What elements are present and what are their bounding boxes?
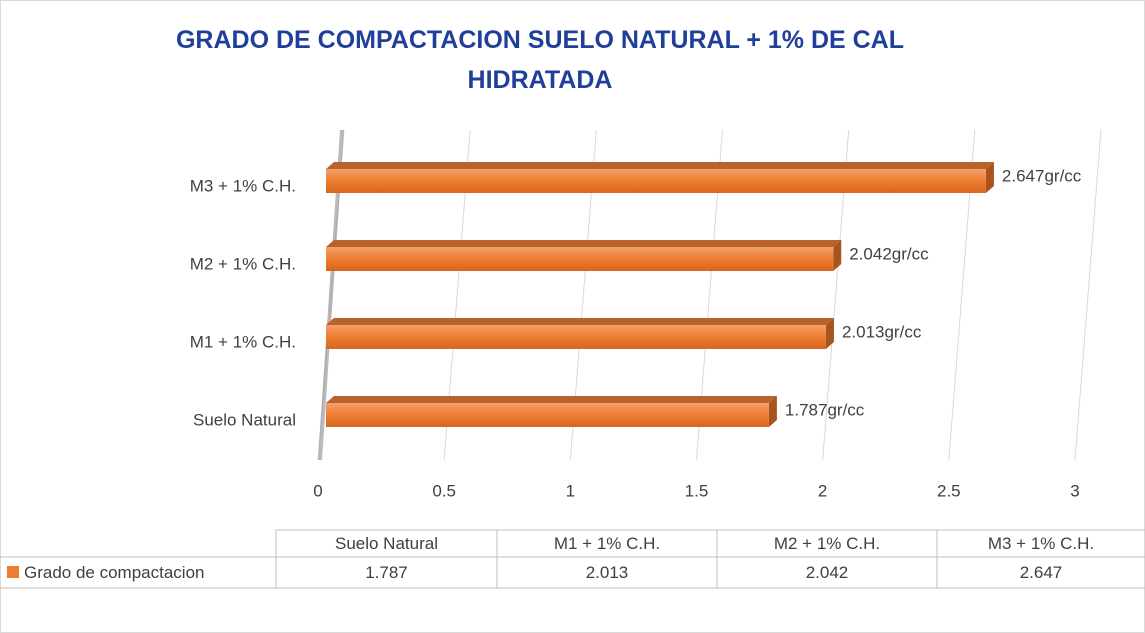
- chart-title: GRADO DE COMPACTACION SUELO NATURAL + 1%…: [175, 26, 905, 94]
- value-label: 2.013gr/cc: [842, 322, 922, 341]
- bar: [326, 325, 826, 349]
- bar-end: [985, 162, 994, 193]
- table-cell: 1.787: [365, 563, 408, 582]
- bar-end: [825, 318, 834, 349]
- legend-label: Grado de compactacion: [24, 563, 205, 582]
- value-label: 2.042gr/cc: [849, 244, 929, 263]
- table-header: M2 + 1% C.H.: [774, 534, 880, 553]
- bar-end: [768, 396, 777, 427]
- table-cell: 2.042: [806, 563, 849, 582]
- x-tick-label: 0.5: [432, 481, 456, 500]
- y-tick-label: M3 + 1% C.H.: [190, 176, 296, 195]
- y-tick-label: M1 + 1% C.H.: [190, 332, 296, 351]
- x-tick-label: 0: [313, 481, 322, 500]
- bar-top: [326, 396, 777, 403]
- table-header: M1 + 1% C.H.: [554, 534, 660, 553]
- x-tick-label: 2.5: [937, 481, 961, 500]
- x-tick-label: 2: [818, 481, 827, 500]
- wall: [318, 130, 344, 460]
- legend-key: [7, 566, 19, 578]
- y-tick-label: Suelo Natural: [193, 410, 296, 429]
- x-tick-label: 3: [1070, 481, 1079, 500]
- bar: [326, 247, 834, 271]
- grid-line: [1074, 129, 1102, 461]
- bar-top: [326, 162, 994, 169]
- table-header: Suelo Natural: [335, 534, 438, 553]
- bar-top: [326, 240, 842, 247]
- bar-top: [326, 318, 834, 325]
- y-tick-label: M2 + 1% C.H.: [190, 254, 296, 273]
- table-header: M3 + 1% C.H.: [988, 534, 1094, 553]
- bar: [326, 403, 769, 427]
- value-label: 1.787gr/cc: [785, 400, 865, 419]
- bar-end: [833, 240, 842, 271]
- table-cell: 2.013: [586, 563, 629, 582]
- value-label: 2.647gr/cc: [1002, 166, 1082, 185]
- x-tick-label: 1: [566, 481, 575, 500]
- x-tick-label: 1.5: [685, 481, 709, 500]
- bar: [326, 169, 986, 193]
- table-cell: 2.647: [1020, 563, 1063, 582]
